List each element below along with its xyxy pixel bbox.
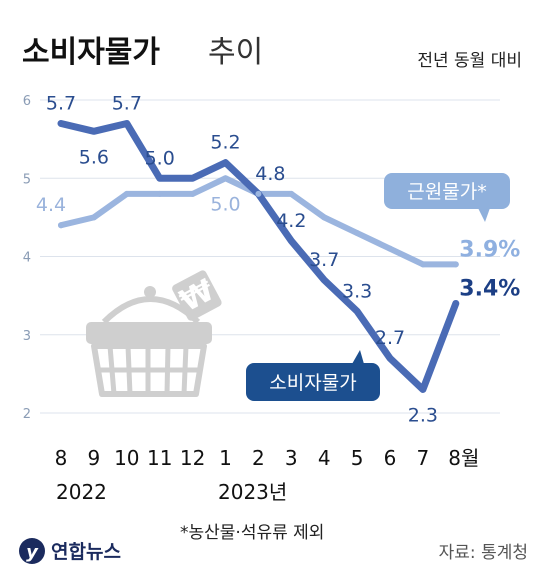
data-point bbox=[189, 175, 196, 182]
svg-text:y: y bbox=[26, 542, 39, 563]
won-sign-icon: ₩ bbox=[172, 270, 222, 321]
x-tick-label: 1 bbox=[219, 446, 232, 470]
logo-text: 연합뉴스 bbox=[51, 541, 121, 563]
data-label: 4.2 bbox=[276, 210, 306, 232]
basket-icon bbox=[86, 286, 212, 397]
data-point bbox=[288, 237, 295, 244]
data-label: 5.6 bbox=[79, 146, 109, 168]
y-tick-label: 6 bbox=[23, 94, 31, 109]
x-tick-label: 8 bbox=[55, 446, 68, 470]
data-point bbox=[90, 128, 97, 135]
logo: y 연합뉴스 bbox=[19, 538, 121, 564]
data-label: 5.0 bbox=[145, 147, 175, 169]
data-labels: 5.7 5.6 5.7 5.0 5.2 4.8 4.23.73.3 2.7 2.3 3.4% 4.4… bbox=[36, 92, 520, 426]
x-tick-label: 11 bbox=[147, 446, 172, 470]
x-tick-label: 4 bbox=[318, 446, 331, 470]
data-point bbox=[288, 190, 295, 197]
data-point bbox=[222, 175, 229, 182]
data-point bbox=[321, 214, 328, 221]
data-point bbox=[123, 120, 130, 127]
footnote: *농산물·석유류 제외 bbox=[180, 523, 324, 543]
x-tick-label: 8월 bbox=[448, 446, 479, 470]
x-tick-label: 12 bbox=[180, 446, 205, 470]
data-point bbox=[354, 230, 361, 237]
data-point bbox=[452, 261, 459, 268]
data-point bbox=[156, 175, 163, 182]
chart-title: 소비자물가 bbox=[22, 35, 160, 70]
chart-title-sub: 추이 bbox=[208, 35, 263, 70]
data-label: 5.2 bbox=[210, 132, 240, 154]
data-point bbox=[452, 300, 459, 307]
data-point bbox=[123, 190, 130, 197]
x-tick-label: 5 bbox=[351, 446, 364, 470]
data-point bbox=[156, 190, 163, 197]
data-label: 4.4 bbox=[36, 194, 66, 216]
data-point bbox=[58, 120, 64, 127]
y-tick-label: 2 bbox=[23, 407, 31, 422]
data-point bbox=[419, 386, 426, 393]
legend-cpi-tag: 소비자물가 bbox=[246, 350, 380, 401]
data-point bbox=[255, 190, 262, 197]
data-point bbox=[387, 355, 393, 362]
data-label: 5.7 bbox=[112, 92, 142, 114]
data-point bbox=[387, 245, 393, 252]
x-tick-label: 3 bbox=[285, 446, 298, 470]
data-point bbox=[419, 261, 426, 268]
legend-cpi-label: 소비자물가 bbox=[269, 372, 356, 394]
logo-icon bbox=[19, 538, 45, 564]
x-tick-label: 9 bbox=[88, 446, 101, 470]
y-tick-label: 4 bbox=[23, 251, 31, 266]
data-point bbox=[189, 190, 196, 197]
data-point bbox=[58, 222, 64, 229]
data-label: 3.3 bbox=[342, 280, 372, 302]
data-label: 3.4% bbox=[459, 276, 520, 301]
data-label: 5.0 bbox=[210, 193, 240, 215]
chart-subtitle: 전년 동월 대비 bbox=[417, 51, 522, 71]
source: 자료: 통계청 bbox=[439, 543, 528, 563]
data-label: 2.3 bbox=[408, 405, 438, 427]
data-point bbox=[222, 159, 229, 166]
legend-core-label: 근원물가* bbox=[407, 181, 486, 203]
data-label: 2.7 bbox=[375, 327, 405, 349]
data-label: 5.7 bbox=[46, 92, 76, 114]
x-tick-label: 10 bbox=[114, 446, 139, 470]
y-axis-ticks: 2 3 4 5 6 bbox=[23, 94, 31, 422]
data-point bbox=[90, 214, 97, 221]
x-tick-label: 2 bbox=[252, 446, 265, 470]
x-axis-ticks: 8 9 10 11 12 1 2 3 4 5 6 7 8월 bbox=[55, 446, 480, 470]
data-points bbox=[58, 120, 459, 393]
x-tick-label: 7 bbox=[417, 446, 430, 470]
data-label: 3.7 bbox=[309, 249, 339, 271]
year-label-2022: 2022 bbox=[56, 480, 107, 504]
data-label: 4.8 bbox=[255, 163, 285, 185]
data-point bbox=[354, 308, 361, 315]
data-label: 3.9% bbox=[459, 237, 520, 262]
year-label-2023: 2023년 bbox=[218, 480, 287, 504]
data-point bbox=[321, 276, 328, 283]
y-tick-label: 5 bbox=[23, 172, 31, 187]
legend-core-tag: 근원물가* bbox=[384, 173, 510, 222]
x-tick-label: 6 bbox=[384, 446, 397, 470]
y-tick-label: 3 bbox=[23, 329, 31, 344]
